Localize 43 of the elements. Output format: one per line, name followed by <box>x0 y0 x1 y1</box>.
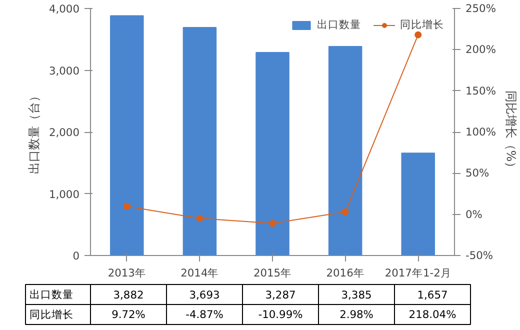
x-tick-label: 2015年 <box>253 266 292 280</box>
data-label: 3,287 <box>265 288 296 302</box>
y2-tick-label: -50% <box>466 249 494 262</box>
bar <box>328 46 362 256</box>
y2-tick-label: 100% <box>466 126 496 138</box>
data-label: 1,657 <box>417 288 448 302</box>
y-axis-title: 出口数量（台） <box>26 90 41 174</box>
y-tick-label: 0 <box>72 250 80 262</box>
point <box>123 202 130 210</box>
y-tick-label: 2,000 <box>48 126 80 139</box>
y2-tick-label: 0% <box>466 208 482 221</box>
x-tick-label: 2016年 <box>326 266 364 280</box>
text: 同比增长 <box>29 308 74 321</box>
point <box>269 220 276 227</box>
bar <box>401 152 435 256</box>
data-label: -10.99% <box>258 308 303 321</box>
y2-tick-label: 200% <box>466 43 496 56</box>
data-label: 218.04% <box>408 308 456 321</box>
legend-label: 出口数量 <box>317 18 361 32</box>
legend-label: 同比增长 <box>400 18 444 32</box>
y2-tick-label: 250% <box>466 2 496 15</box>
data-label: 3,693 <box>189 288 220 302</box>
y2-tick-label: 150% <box>466 84 496 98</box>
bar <box>110 15 144 256</box>
y-tick-label: 3,000 <box>48 64 80 78</box>
point <box>196 214 204 222</box>
y-tick-label: 1,000 <box>48 188 80 201</box>
point <box>414 31 422 38</box>
y-tick-label: 4,000 <box>48 2 80 16</box>
data-label: -4.87% <box>186 308 224 321</box>
data-label: 3,882 <box>113 288 144 302</box>
bar <box>182 26 217 256</box>
data-label: 9.72% <box>112 308 146 321</box>
x-tick-label: 2017年1-2月 <box>384 266 452 280</box>
y2-tick-label: 50% <box>466 166 490 180</box>
x-tick-label: 2013年 <box>108 266 146 280</box>
text: 出口数量 <box>29 288 74 301</box>
data-label: 2.98% <box>340 308 374 321</box>
bar <box>256 52 290 256</box>
x-tick-label: 2014年 <box>180 266 219 280</box>
data-label: 3,385 <box>341 288 372 302</box>
point <box>342 208 349 216</box>
y2-axis-title: 同比增长（%） <box>504 90 518 174</box>
